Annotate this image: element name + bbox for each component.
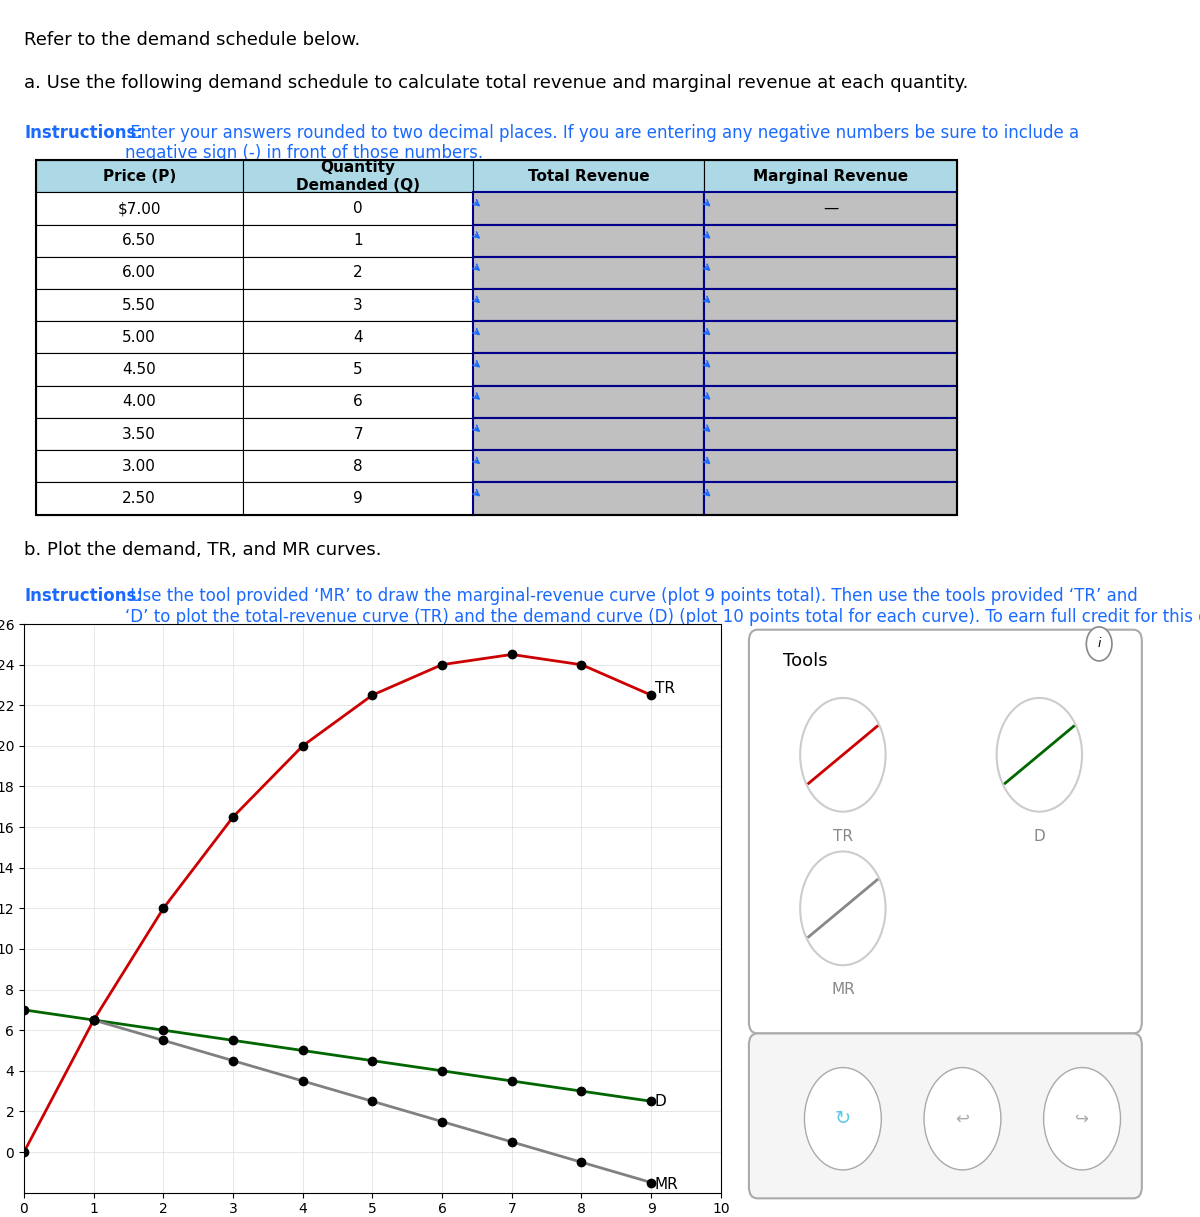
Text: 5: 5 (353, 363, 362, 377)
FancyBboxPatch shape (242, 290, 473, 321)
Text: 6.50: 6.50 (122, 234, 156, 248)
Text: 4: 4 (353, 330, 362, 344)
Text: a. Use the following demand schedule to calculate total revenue and marginal rev: a. Use the following demand schedule to … (24, 74, 968, 92)
FancyBboxPatch shape (473, 482, 703, 515)
Text: Refer to the demand schedule below.: Refer to the demand schedule below. (24, 30, 360, 49)
Text: 6: 6 (353, 394, 362, 409)
Text: 4.50: 4.50 (122, 363, 156, 377)
Circle shape (804, 1067, 881, 1170)
FancyBboxPatch shape (473, 290, 703, 321)
FancyBboxPatch shape (473, 450, 703, 482)
FancyBboxPatch shape (36, 161, 242, 192)
Text: 3.00: 3.00 (122, 459, 156, 473)
Text: 1: 1 (353, 234, 362, 248)
FancyBboxPatch shape (36, 192, 242, 225)
FancyBboxPatch shape (703, 321, 958, 353)
FancyBboxPatch shape (473, 225, 703, 257)
Text: Use the tool provided ‘MR’ to draw the marginal-revenue curve (plot 9 points tot: Use the tool provided ‘MR’ to draw the m… (125, 587, 1200, 646)
Text: Price (P): Price (P) (102, 169, 176, 184)
FancyBboxPatch shape (703, 386, 958, 417)
Circle shape (800, 852, 886, 965)
FancyBboxPatch shape (703, 192, 958, 225)
Text: ↪: ↪ (1075, 1110, 1088, 1128)
FancyBboxPatch shape (473, 321, 703, 353)
FancyBboxPatch shape (473, 386, 703, 417)
FancyBboxPatch shape (36, 482, 242, 515)
FancyBboxPatch shape (242, 386, 473, 417)
Text: 0: 0 (353, 201, 362, 217)
FancyBboxPatch shape (703, 482, 958, 515)
FancyBboxPatch shape (473, 192, 703, 225)
Text: ↩: ↩ (955, 1110, 970, 1128)
FancyBboxPatch shape (36, 417, 242, 450)
FancyBboxPatch shape (703, 290, 958, 321)
FancyBboxPatch shape (703, 257, 958, 290)
Circle shape (1086, 627, 1112, 661)
FancyBboxPatch shape (36, 386, 242, 417)
FancyBboxPatch shape (242, 257, 473, 290)
FancyBboxPatch shape (703, 353, 958, 386)
Circle shape (800, 697, 886, 812)
Circle shape (1044, 1067, 1121, 1170)
Text: Quantity
Demanded (Q): Quantity Demanded (Q) (296, 161, 420, 192)
Text: 2.50: 2.50 (122, 490, 156, 506)
FancyBboxPatch shape (242, 417, 473, 450)
Text: 3: 3 (353, 298, 362, 313)
FancyBboxPatch shape (703, 161, 958, 192)
Text: Enter your answers rounded to two decimal places. If you are entering any negati: Enter your answers rounded to two decima… (125, 124, 1080, 162)
Text: 6.00: 6.00 (122, 265, 156, 280)
FancyBboxPatch shape (242, 450, 473, 482)
FancyBboxPatch shape (36, 450, 242, 482)
FancyBboxPatch shape (36, 321, 242, 353)
FancyBboxPatch shape (473, 257, 703, 290)
FancyBboxPatch shape (36, 225, 242, 257)
Text: 7: 7 (353, 426, 362, 442)
Text: 8: 8 (353, 459, 362, 473)
FancyBboxPatch shape (749, 629, 1142, 1033)
Text: 9: 9 (353, 490, 362, 506)
Text: Total Revenue: Total Revenue (528, 169, 649, 184)
Text: TR: TR (655, 682, 674, 696)
FancyBboxPatch shape (242, 192, 473, 225)
FancyBboxPatch shape (703, 450, 958, 482)
Text: D: D (655, 1094, 666, 1109)
Text: 5.50: 5.50 (122, 298, 156, 313)
Text: 4.00: 4.00 (122, 394, 156, 409)
FancyBboxPatch shape (473, 353, 703, 386)
Text: Marginal Revenue: Marginal Revenue (752, 169, 908, 184)
FancyBboxPatch shape (703, 417, 958, 450)
Text: TR: TR (833, 829, 853, 843)
Text: D: D (1033, 829, 1045, 843)
FancyBboxPatch shape (703, 225, 958, 257)
FancyBboxPatch shape (36, 290, 242, 321)
Text: Instructions:: Instructions: (24, 124, 143, 141)
Text: $7.00: $7.00 (118, 201, 161, 217)
Text: 5.00: 5.00 (122, 330, 156, 344)
FancyBboxPatch shape (242, 353, 473, 386)
Text: ↻: ↻ (835, 1109, 851, 1128)
Text: b. Plot the demand, TR, and MR curves.: b. Plot the demand, TR, and MR curves. (24, 542, 382, 560)
Text: MR: MR (655, 1177, 678, 1191)
Text: i: i (1097, 638, 1100, 650)
FancyBboxPatch shape (473, 161, 703, 192)
Text: Tools: Tools (784, 652, 828, 671)
FancyBboxPatch shape (242, 161, 473, 192)
Circle shape (924, 1067, 1001, 1170)
FancyBboxPatch shape (473, 417, 703, 450)
FancyBboxPatch shape (242, 321, 473, 353)
Text: Instructions:: Instructions: (24, 587, 143, 605)
Circle shape (997, 697, 1082, 812)
Text: MR: MR (832, 982, 854, 997)
FancyBboxPatch shape (36, 257, 242, 290)
Text: 2: 2 (353, 265, 362, 280)
FancyBboxPatch shape (749, 1033, 1142, 1199)
FancyBboxPatch shape (242, 482, 473, 515)
FancyBboxPatch shape (242, 225, 473, 257)
Text: 3.50: 3.50 (122, 426, 156, 442)
FancyBboxPatch shape (36, 353, 242, 386)
Text: —: — (823, 201, 838, 217)
